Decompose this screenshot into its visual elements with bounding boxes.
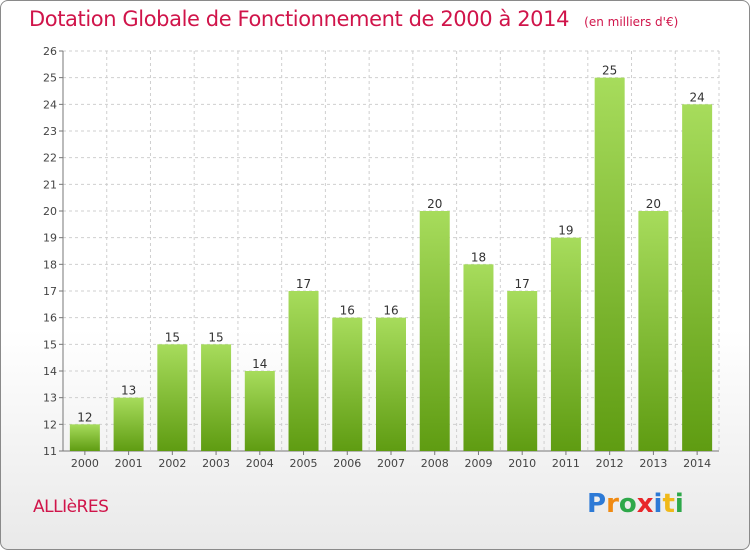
x-tick-label: 2009 [464, 457, 492, 470]
data-label: 12 [77, 410, 92, 424]
y-tick-label: 25 [43, 72, 57, 85]
y-tick-label: 12 [43, 418, 57, 431]
x-tick-label: 2010 [508, 457, 536, 470]
y-tick-label: 18 [43, 258, 57, 271]
y-tick-label: 16 [43, 312, 57, 325]
data-label: 16 [383, 304, 398, 318]
y-tick-label: 11 [43, 445, 57, 458]
y-tick-label: 15 [43, 338, 57, 351]
y-tick-label: 20 [43, 205, 57, 218]
logo-letter: P [587, 489, 607, 519]
bar [419, 211, 450, 451]
logo-letter: x [636, 489, 654, 519]
bar [288, 291, 319, 451]
x-tick-label: 2001 [115, 457, 143, 470]
bar [463, 264, 494, 451]
x-tick-label: 2012 [596, 457, 624, 470]
bar [550, 237, 581, 451]
bar [376, 317, 406, 451]
chart-title: Dotation Globale de Fonctionnement de 20… [29, 7, 570, 31]
chart-unit: (en milliers d'€) [584, 15, 679, 29]
y-tick-label: 26 [43, 45, 57, 58]
logo-letter: i [653, 489, 663, 519]
data-label: 17 [515, 277, 530, 291]
proxiti-logo[interactable]: Proxiti [587, 489, 684, 521]
y-tick-label: 19 [43, 232, 57, 245]
y-tick-label: 22 [43, 152, 57, 165]
y-tick-label: 21 [43, 178, 57, 191]
logo-letter: o [618, 489, 637, 519]
x-tick-label: 2002 [158, 457, 186, 470]
data-label: 19 [558, 224, 573, 238]
bar [332, 317, 363, 451]
data-label: 18 [471, 250, 486, 264]
data-label: 17 [296, 277, 311, 291]
x-tick-label: 2011 [552, 457, 580, 470]
bar [157, 344, 188, 451]
y-tick-label: 14 [43, 365, 57, 378]
data-label: 14 [252, 357, 267, 371]
data-label: 13 [121, 384, 136, 398]
x-tick-label: 2000 [71, 457, 99, 470]
data-label: 15 [165, 330, 180, 344]
bar [638, 211, 669, 451]
commune-name: ALLIèRES [33, 497, 109, 517]
bar [594, 77, 625, 452]
data-label: 24 [689, 90, 704, 104]
data-label: 20 [646, 197, 661, 211]
bar [69, 424, 100, 451]
data-labels: 12 13 15 15 14 17 16 16 20 18 17 19 25 20 24 [77, 64, 705, 425]
logo-letter: i [674, 489, 684, 519]
bar [113, 397, 144, 451]
x-tick-label: 2014 [683, 457, 711, 470]
x-tick-label: 2004 [246, 457, 274, 470]
x-tick-label: 2005 [290, 457, 318, 470]
data-label: 15 [208, 330, 223, 344]
x-tick-label: 2007 [377, 457, 405, 470]
x-tick-label: 2008 [421, 457, 449, 470]
data-label: 16 [340, 304, 355, 318]
y-tick-label: 13 [43, 392, 57, 405]
bar [682, 104, 713, 451]
logo-letter: r [606, 489, 619, 519]
data-label: 25 [602, 64, 617, 78]
title-row: Dotation Globale de Fonctionnement de 20… [29, 7, 678, 31]
bar [507, 291, 538, 451]
bars [69, 77, 713, 452]
y-tick-label: 24 [43, 98, 57, 111]
x-tick-label: 2006 [333, 457, 361, 470]
x-tick-label: 2013 [639, 457, 667, 470]
bar [201, 344, 232, 451]
x-tick-label: 2003 [202, 457, 230, 470]
bar [244, 371, 275, 451]
y-tick-label: 23 [43, 125, 57, 138]
logo-letter: t [662, 489, 675, 519]
data-label: 20 [427, 197, 442, 211]
y-tick-label: 17 [43, 285, 57, 298]
